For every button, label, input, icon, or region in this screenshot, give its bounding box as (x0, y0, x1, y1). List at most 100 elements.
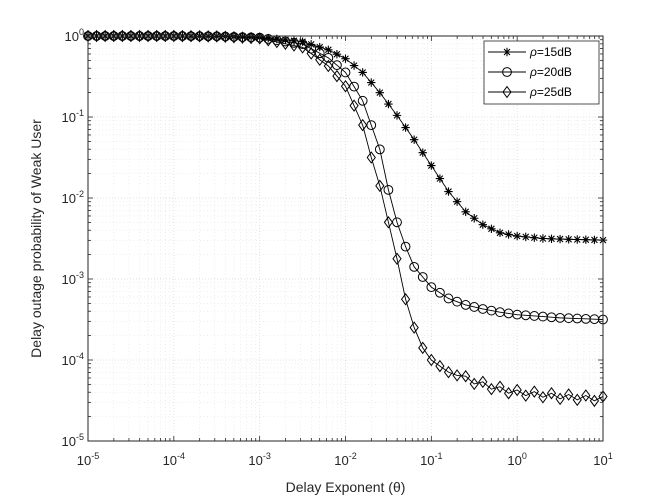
data-point (358, 118, 368, 132)
data-point (324, 45, 333, 54)
data-point (212, 30, 222, 43)
data-point (502, 67, 512, 77)
data-point (487, 224, 496, 233)
data-point (306, 47, 316, 60)
y-tick-label: 10-1 (62, 108, 84, 125)
data-point (117, 29, 127, 43)
data-point (272, 34, 282, 44)
data-point (358, 68, 367, 77)
x-tick-label-base: 10 (593, 453, 607, 468)
legend-label-symbol: ρ (529, 85, 537, 99)
data-point (409, 321, 419, 334)
data-point (409, 261, 420, 272)
data-point (255, 32, 265, 45)
data-point (297, 39, 308, 49)
data-point (502, 85, 512, 99)
legend-label-symbol: ρ (529, 45, 537, 59)
legend-label-value: =25dB (537, 85, 572, 99)
data-point (443, 293, 454, 304)
data-point (572, 393, 582, 407)
y-tick-label: 10-4 (62, 351, 84, 368)
data-point (564, 235, 573, 244)
data-point (366, 151, 376, 164)
x-tick-label-base: 10 (248, 453, 262, 468)
x-tick-label-base: 10 (420, 453, 434, 468)
y-axis-label: Delay outage probability of Weak User (28, 119, 44, 358)
data-point (512, 383, 522, 397)
x-tick-label-base: 10 (507, 453, 521, 468)
data-point (91, 29, 102, 43)
data-point (409, 135, 419, 144)
data-point (547, 234, 556, 243)
data-point (332, 60, 342, 71)
data-point (564, 388, 574, 401)
x-tick-label: 10-3 (248, 451, 270, 468)
x-tick-label-exponent: 1 (608, 451, 613, 461)
y-tick-label-base: 10 (62, 353, 76, 368)
data-point (573, 235, 582, 244)
data-point (538, 391, 548, 404)
data-point (452, 369, 462, 382)
data-point (160, 29, 170, 43)
data-point (152, 29, 162, 43)
x-tick-label: 10-5 (77, 451, 99, 468)
y-tick-label-exponent: -4 (76, 351, 84, 361)
data-point (400, 293, 411, 306)
y-tick-label-base: 10 (62, 110, 76, 125)
x-tick-label-exponent: -4 (177, 451, 185, 461)
legend-entry: ρ=20dB (488, 65, 572, 79)
y-tick-label: 10-2 (62, 189, 84, 206)
data-point (521, 389, 531, 402)
data-point (504, 230, 513, 239)
legend-label: ρ=20dB (529, 65, 572, 79)
data-point (186, 29, 196, 43)
data-point (203, 30, 213, 43)
data-point (375, 179, 385, 193)
data-point (340, 79, 351, 93)
data-point (581, 389, 591, 402)
data-point (272, 35, 282, 49)
data-point (289, 39, 299, 52)
data-point (502, 47, 512, 57)
data-point (349, 61, 359, 70)
x-tick-label-exponent: -5 (91, 451, 99, 461)
x-tick-label: 10-4 (163, 451, 185, 468)
data-point (461, 207, 470, 216)
data-point (384, 99, 393, 109)
y-tick-label-exponent: -3 (76, 270, 84, 280)
y-tick-label: 10-5 (62, 432, 84, 449)
data-point (323, 59, 333, 73)
data-point (341, 54, 350, 63)
legend-entry: ρ=15dB (488, 45, 572, 59)
y-tick-label-base: 10 (65, 29, 79, 44)
data-point (426, 353, 436, 367)
y-tick-label-exponent: -5 (76, 432, 84, 442)
data-point (374, 144, 385, 155)
data-point (392, 111, 402, 120)
data-point (143, 29, 153, 43)
x-tick-label-exponent: -1 (435, 451, 443, 461)
data-point (555, 392, 565, 406)
data-point (126, 29, 136, 43)
data-point (581, 235, 591, 244)
x-tick-label: 10-2 (334, 451, 356, 468)
data-point (315, 53, 325, 67)
x-tick-label-exponent: -2 (349, 451, 357, 461)
data-point (332, 69, 342, 83)
data-point (323, 52, 334, 63)
data-point (263, 33, 273, 47)
y-tick-label-base: 10 (62, 434, 76, 449)
x-tick-label-base: 10 (77, 453, 91, 468)
y-tick-label-base: 10 (62, 272, 76, 287)
legend-label: ρ=25dB (529, 85, 572, 99)
data-point (297, 41, 308, 54)
legend-label-symbol: ρ (529, 65, 537, 79)
x-axis-label-text: Delay Exponent (θ) (286, 479, 406, 495)
data-point (418, 341, 428, 355)
legend-entry: ρ=25dB (488, 85, 572, 99)
data-point (427, 161, 436, 170)
data-point (461, 369, 471, 383)
